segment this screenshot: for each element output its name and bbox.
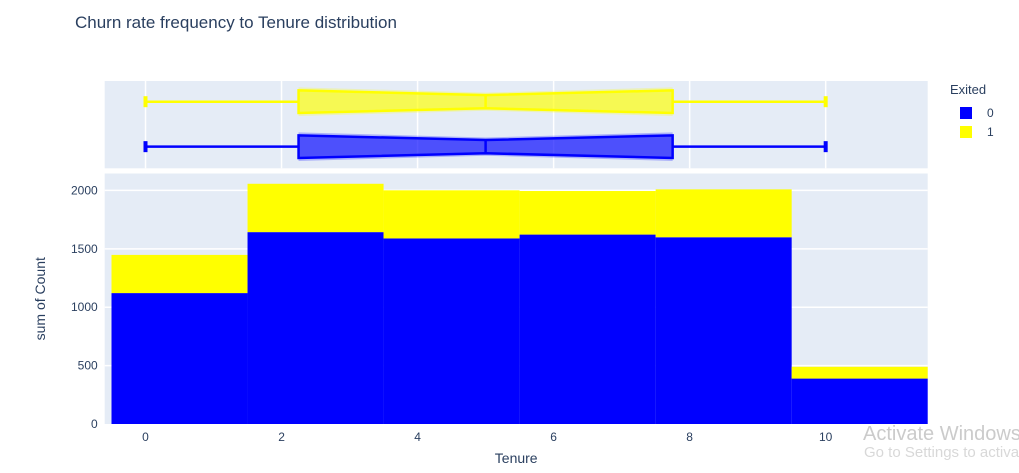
y-tick-label: 2000 [71, 183, 98, 197]
activate-windows-watermark: Activate Windows [863, 423, 1019, 445]
x-tick-label: 4 [414, 430, 421, 444]
histogram-bar-exited-1-bin0[interactable] [111, 254, 248, 294]
legend-item-exited-0[interactable]: 0 [948, 103, 994, 122]
legend-item-label: 1 [987, 124, 994, 139]
chart-title: Churn rate frequency to Tenure distribut… [75, 13, 397, 32]
histogram-bar-exited-0-bin3[interactable] [519, 234, 656, 424]
y-tick-label: 1000 [71, 300, 98, 314]
x-tick-label: 10 [819, 430, 833, 444]
histogram-bar-exited-0-bin2[interactable] [383, 238, 520, 424]
legend-swatch-exited-1-icon [960, 125, 972, 138]
legend: Exited 0 1 [948, 82, 994, 141]
y-axis-title: sum of Count [32, 257, 48, 340]
legend-item-label: 0 [987, 105, 994, 120]
histogram-bar-exited-1-bin5[interactable] [791, 366, 928, 379]
legend-item-exited-1[interactable]: 1 [948, 122, 994, 141]
histogram-bar-exited-1-bin1[interactable] [247, 183, 384, 233]
histogram-bar-exited-1-bin4[interactable] [655, 189, 792, 238]
x-tick-label: 2 [278, 430, 285, 444]
y-tick-label: 1500 [71, 242, 98, 256]
histogram-bar-exited-0-bin5[interactable] [791, 378, 928, 424]
x-tick-label: 6 [550, 430, 557, 444]
histogram-bar-exited-1-bin3[interactable] [519, 191, 656, 235]
legend-title: Exited [950, 82, 987, 97]
y-tick-label: 0 [91, 417, 98, 431]
y-tick-label: 500 [78, 359, 98, 373]
histogram-bar-exited-0-bin4[interactable] [655, 237, 792, 424]
x-tick-label: 8 [686, 430, 693, 444]
legend-swatch-exited-0-icon [960, 106, 972, 119]
histogram-bar-exited-1-bin2[interactable] [383, 190, 520, 239]
x-tick-label: 0 [142, 430, 149, 444]
x-axis-title: Tenure [495, 450, 538, 466]
histogram-bar-exited-0-bin1[interactable] [247, 232, 384, 424]
histogram-bar-exited-0-bin0[interactable] [111, 293, 248, 424]
activate-windows-watermark-subtext: Go to Settings to activa [864, 444, 1019, 461]
